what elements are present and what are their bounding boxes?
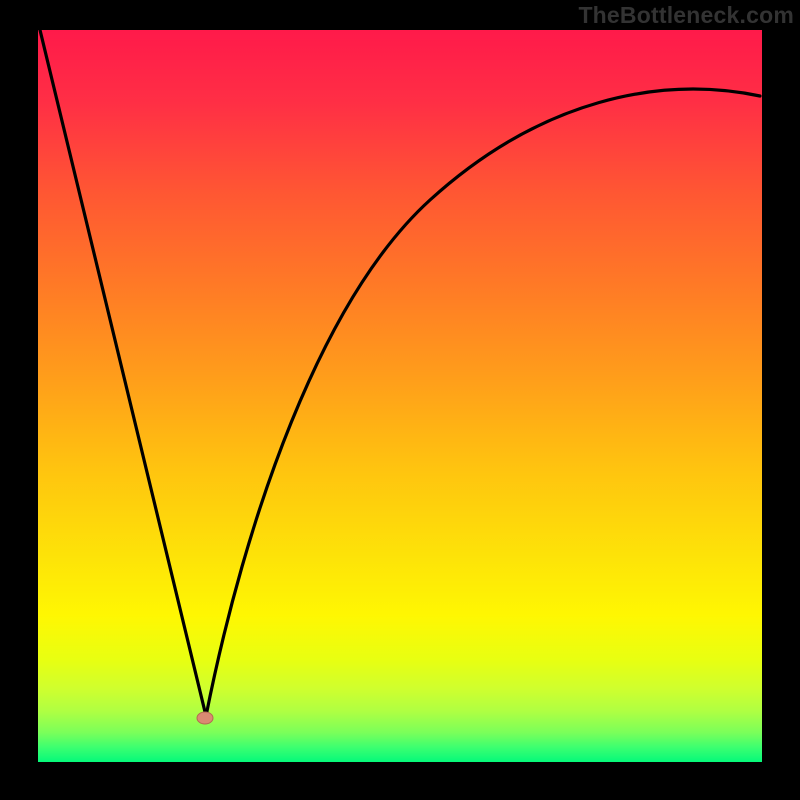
curve-right-branch [206, 89, 760, 716]
curve-layer [0, 0, 800, 800]
chart-canvas: TheBottleneck.com [0, 0, 800, 800]
watermark-text: TheBottleneck.com [578, 2, 794, 29]
curve-left-branch [40, 30, 206, 716]
bottleneck-marker [197, 712, 213, 724]
